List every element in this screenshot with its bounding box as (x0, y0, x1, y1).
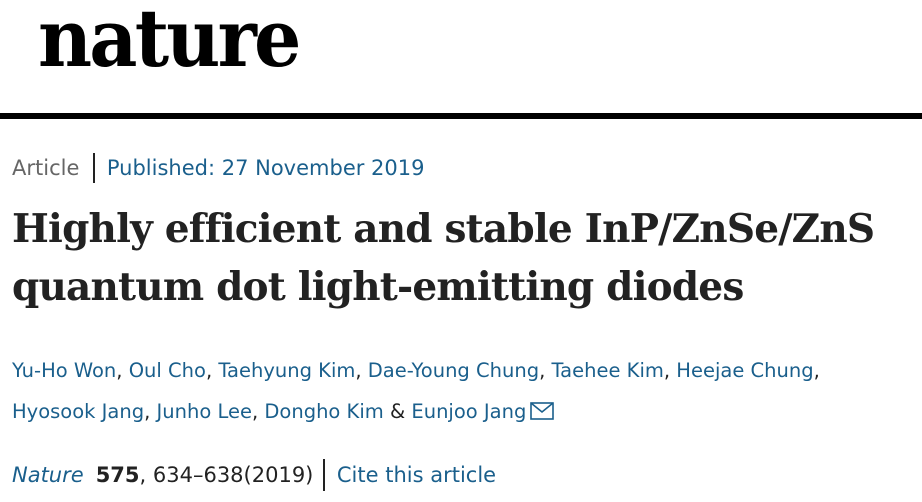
journal-volume: 575 (95, 463, 140, 487)
citation-line: Nature 575 , 634–638 (2019) Cite this ar… (12, 458, 496, 492)
published-date: Published: 27 November 2019 (106, 156, 425, 180)
author-link-dongho-kim[interactable]: Dongho Kim (264, 400, 384, 423)
article-title: Highly efficient and stable InP/ZnSe/ZnS… (12, 206, 875, 310)
nature-logo[interactable]: nature (38, 0, 301, 85)
author-link-taehee-kim[interactable]: Taehee Kim (551, 359, 664, 382)
author-link-taehyung-kim[interactable]: Taehyung Kim (218, 359, 356, 382)
author-link-heejae-chung[interactable]: Heejae Chung (676, 359, 814, 382)
publication-year: (2019) (243, 463, 314, 487)
author-separator: , (251, 400, 259, 423)
author-link-junho-lee[interactable]: Junho Lee (156, 400, 252, 423)
cite-article-link[interactable]: Cite this article (336, 463, 497, 487)
author-link-won[interactable]: Yu-Ho Won (12, 359, 117, 382)
site-header: nature (0, 0, 922, 120)
author-link-eunjoo-jang[interactable]: Eunjoo Jang (411, 400, 527, 423)
author-separator: , (813, 359, 820, 382)
author-separator: , (116, 359, 123, 382)
header-divider (0, 113, 922, 119)
author-link-chung[interactable]: Dae-Young Chung (367, 359, 540, 382)
meta-divider (93, 153, 95, 183)
author-separator: , (663, 359, 671, 382)
author-separator: , (539, 359, 546, 382)
journal-name: Nature (12, 463, 84, 487)
author-separator: , (205, 359, 213, 382)
envelope-icon[interactable] (530, 393, 555, 434)
citation-divider (323, 459, 325, 491)
page-range: , 634–638 (139, 463, 244, 487)
article-type: Article (12, 156, 80, 180)
author-list: Yu-Ho Won, Oul Cho, Taehyung Kim, Dae-Yo… (12, 350, 917, 434)
article-meta: Article Published: 27 November 2019 (12, 152, 425, 184)
author-ampersand: & (389, 400, 406, 423)
author-link-hyosook-jang[interactable]: Hyosook Jang (12, 400, 145, 423)
author-separator: , (144, 400, 151, 423)
author-separator: , (355, 359, 362, 382)
author-link-cho[interactable]: Oul Cho (128, 359, 206, 382)
